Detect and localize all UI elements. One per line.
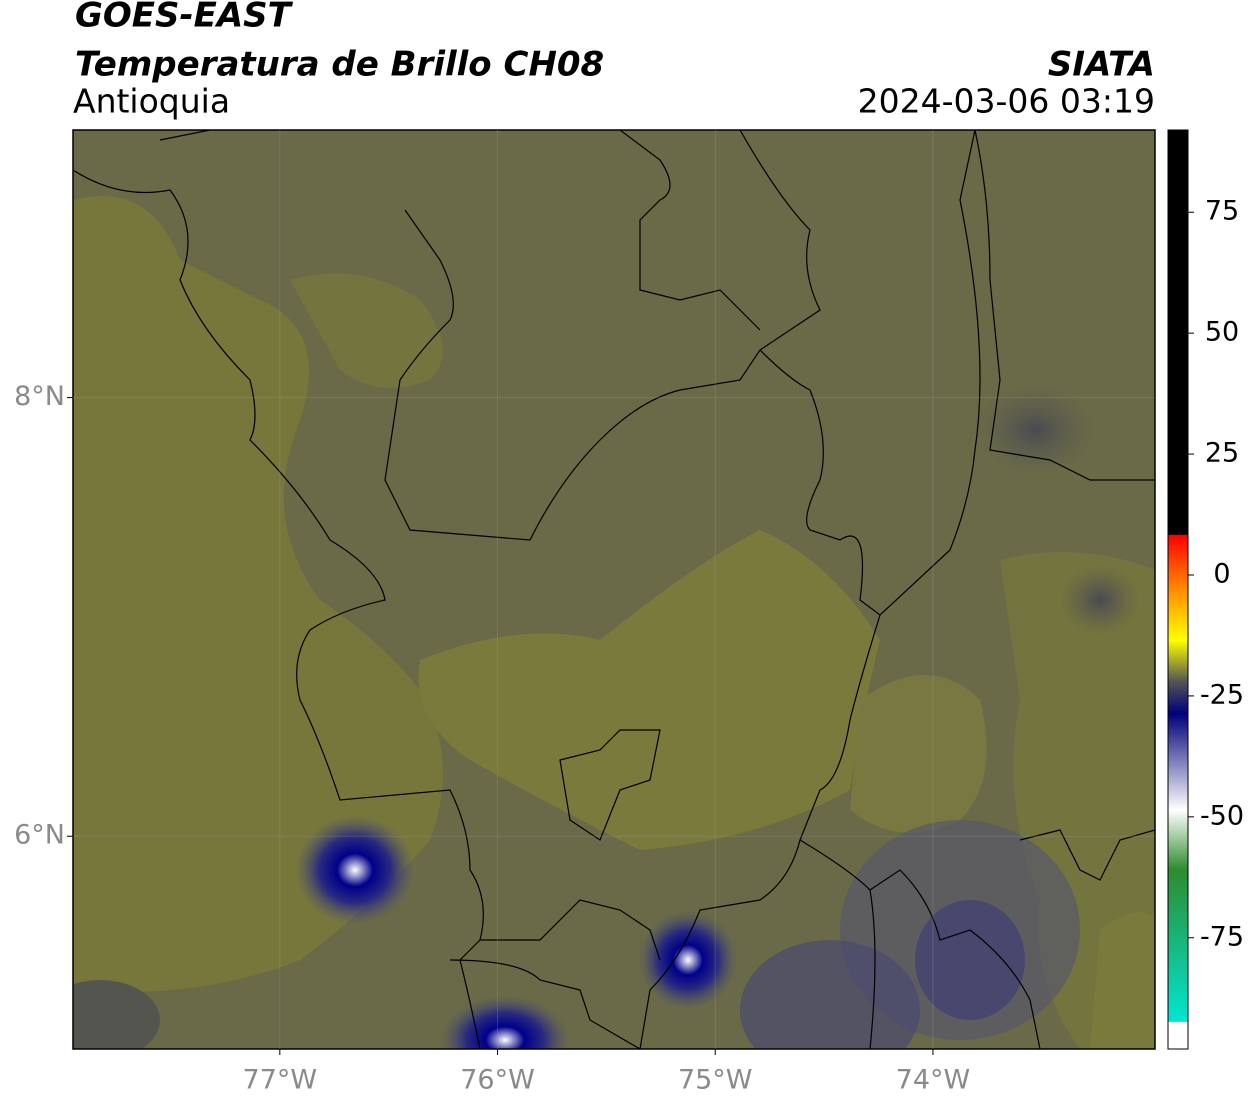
map-frame: [72, 129, 1156, 1050]
x-tick-label: 77°W: [243, 1065, 318, 1096]
colorbar-tick-label: -75: [1200, 921, 1244, 952]
title: GOES-EAST: [75, 0, 294, 36]
colorbar: [1167, 129, 1189, 1050]
colorbar-tick-label: 0: [1213, 558, 1230, 589]
source: SIATA: [1048, 45, 1155, 85]
subtitle: Temperatura de Brillo CH08: [75, 45, 604, 85]
colorbar-tick-label: 50: [1205, 317, 1239, 348]
colorbar-tick-label: -25: [1200, 679, 1244, 710]
timestamp: 2024-03-06 03:19: [858, 82, 1155, 121]
y-tick-label: 6°N: [14, 820, 65, 851]
colorbar-tick-label: 25: [1205, 438, 1239, 469]
x-tick-label: 75°W: [678, 1065, 753, 1096]
colorbar-tick-label: -50: [1200, 800, 1244, 831]
colorbar-tick-label: 75: [1205, 196, 1239, 227]
x-tick-label: 76°W: [460, 1065, 535, 1096]
x-tick-label: 74°W: [896, 1065, 971, 1096]
region: Antioquia: [73, 82, 230, 121]
map-image: [73, 130, 1155, 1049]
y-tick-label: 8°N: [14, 381, 65, 412]
